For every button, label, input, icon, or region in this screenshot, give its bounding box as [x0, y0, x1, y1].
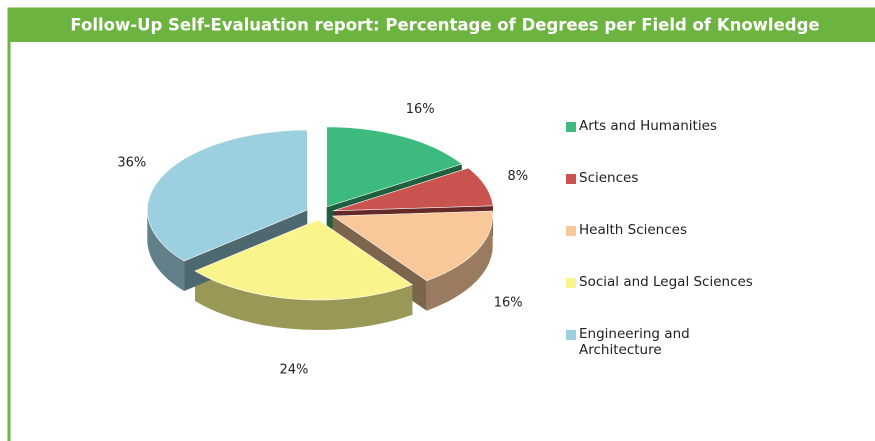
legend-label: Health Sciences [579, 222, 687, 238]
slice [194, 219, 413, 301]
legend-label: Arts and Humanities [579, 118, 717, 134]
legend-item: Social and Legal Sciences [566, 274, 756, 326]
legend-swatch [566, 174, 576, 184]
legend-swatch [566, 122, 576, 132]
slice-side [147, 210, 185, 291]
data-label: 16% [406, 102, 435, 117]
legend-swatch [566, 226, 576, 236]
legend-swatch [566, 278, 576, 288]
legend-label: Social and Legal Sciences [579, 274, 753, 290]
legend: Arts and Humanities Sciences Health Scienc… [566, 118, 756, 378]
legend-item: Engineering and Architecture [566, 326, 756, 378]
slice [333, 167, 494, 212]
data-label: 24% [279, 363, 308, 378]
legend-item: Health Sciences [566, 222, 756, 274]
data-label: 36% [117, 155, 146, 170]
slice [326, 126, 463, 208]
legend-label: Engineering and Architecture [579, 326, 690, 358]
legend-item: Arts and Humanities [566, 118, 756, 170]
slice-side [195, 270, 413, 330]
legend-swatch [566, 330, 576, 340]
title-bar [9, 9, 875, 42]
legend-item: Sciences [566, 170, 756, 222]
chart-title: Follow-Up Self-Evaluation report: Percen… [70, 16, 819, 35]
data-label: 8% [508, 169, 529, 184]
slice [331, 210, 494, 282]
legend-label: Sciences [579, 170, 639, 186]
data-label: 16% [494, 296, 523, 311]
pie: 16% 8% 16% 24% 36% [117, 102, 528, 377]
slice [146, 129, 308, 262]
slice-side [426, 216, 493, 311]
